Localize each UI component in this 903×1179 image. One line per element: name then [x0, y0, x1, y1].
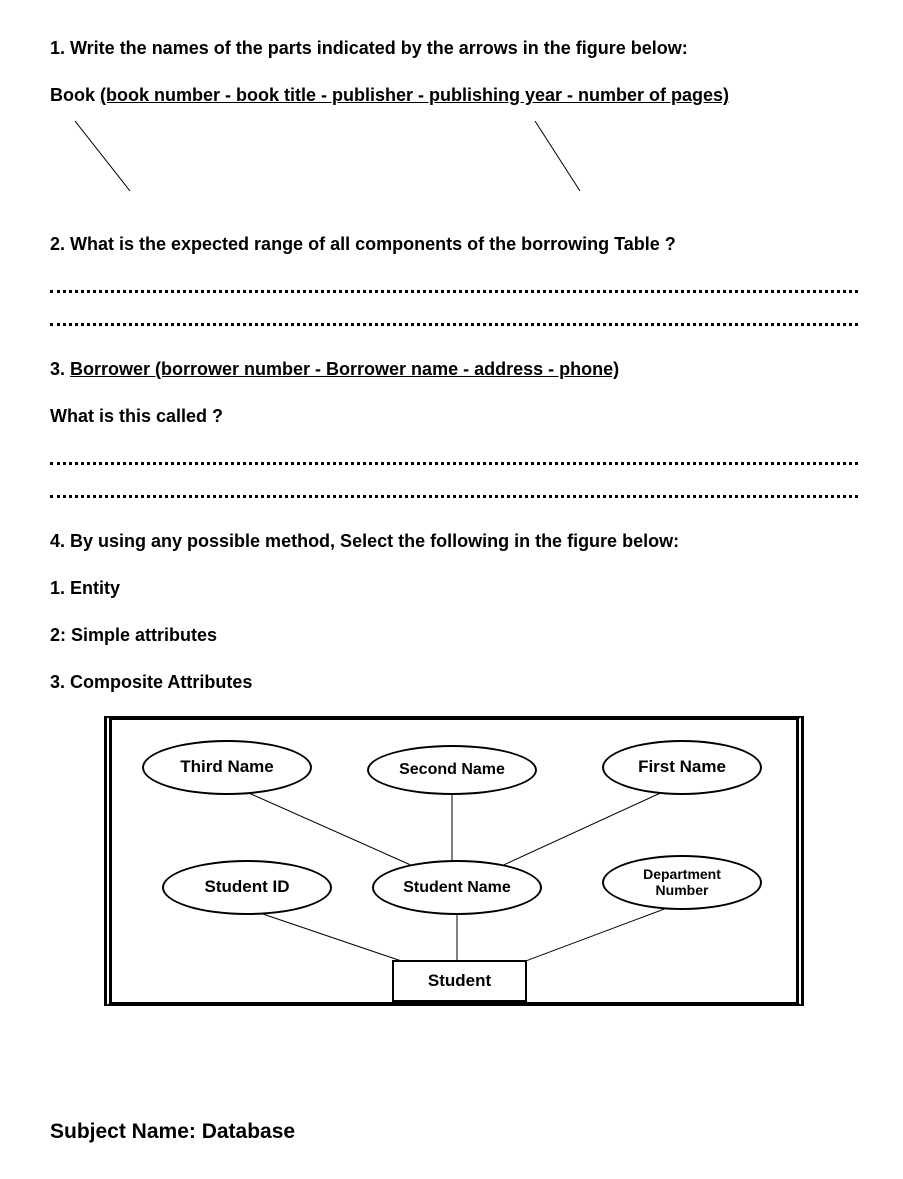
q4-prompt: 4. By using any possible method, Select … [50, 528, 858, 555]
q3-underlined: Borrower (borrower number - Borrower nam… [70, 359, 619, 379]
node-dept_number: Department Number [602, 855, 762, 910]
node-second_name: Second Name [367, 745, 537, 795]
diagram-edge [242, 790, 422, 870]
q1-schema: Book (book number - book title - publish… [50, 82, 858, 109]
q1-prompt: 1. Write the names of the parts indicate… [50, 35, 858, 62]
q1-prefix: Book [50, 85, 100, 105]
q4-item3: 3. Composite Attributes [50, 669, 858, 696]
node-student_name: Student Name [372, 860, 542, 915]
q4-item1: 1. Entity [50, 575, 858, 602]
q1-arrows-svg [50, 121, 850, 206]
q2-prompt: 2. What is the expected range of all com… [50, 231, 858, 258]
node-student_id: Student ID [162, 860, 332, 915]
arrow-line [75, 121, 130, 191]
node-first_name: First Name [602, 740, 762, 795]
q3-schema: 3. Borrower (borrower number - Borrower … [50, 356, 858, 383]
answer-line [50, 495, 858, 498]
answer-line [50, 290, 858, 293]
answer-line [50, 462, 858, 465]
diagram-edge [497, 790, 667, 868]
q3-prefix: 3. [50, 359, 70, 379]
q1-underlined: (book number - book title - publisher - … [100, 85, 729, 105]
er-diagram: Third Name Second Name First Name Student I… [104, 716, 804, 1006]
node-student: Student [392, 960, 527, 1002]
q3-sub: What is this called ? [50, 403, 858, 430]
node-third_name: Third Name [142, 740, 312, 795]
diagram-edge [507, 908, 667, 968]
subject-footer: Subject Name: Database [50, 1120, 295, 1144]
answer-line [50, 323, 858, 326]
q4-item2: 2: Simple attributes [50, 622, 858, 649]
q1-arrow-area [50, 121, 858, 206]
arrow-line [535, 121, 580, 191]
